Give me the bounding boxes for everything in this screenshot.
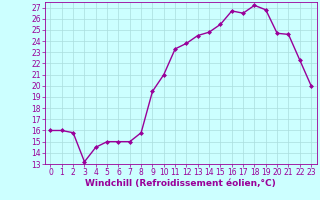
X-axis label: Windchill (Refroidissement éolien,°C): Windchill (Refroidissement éolien,°C) — [85, 179, 276, 188]
